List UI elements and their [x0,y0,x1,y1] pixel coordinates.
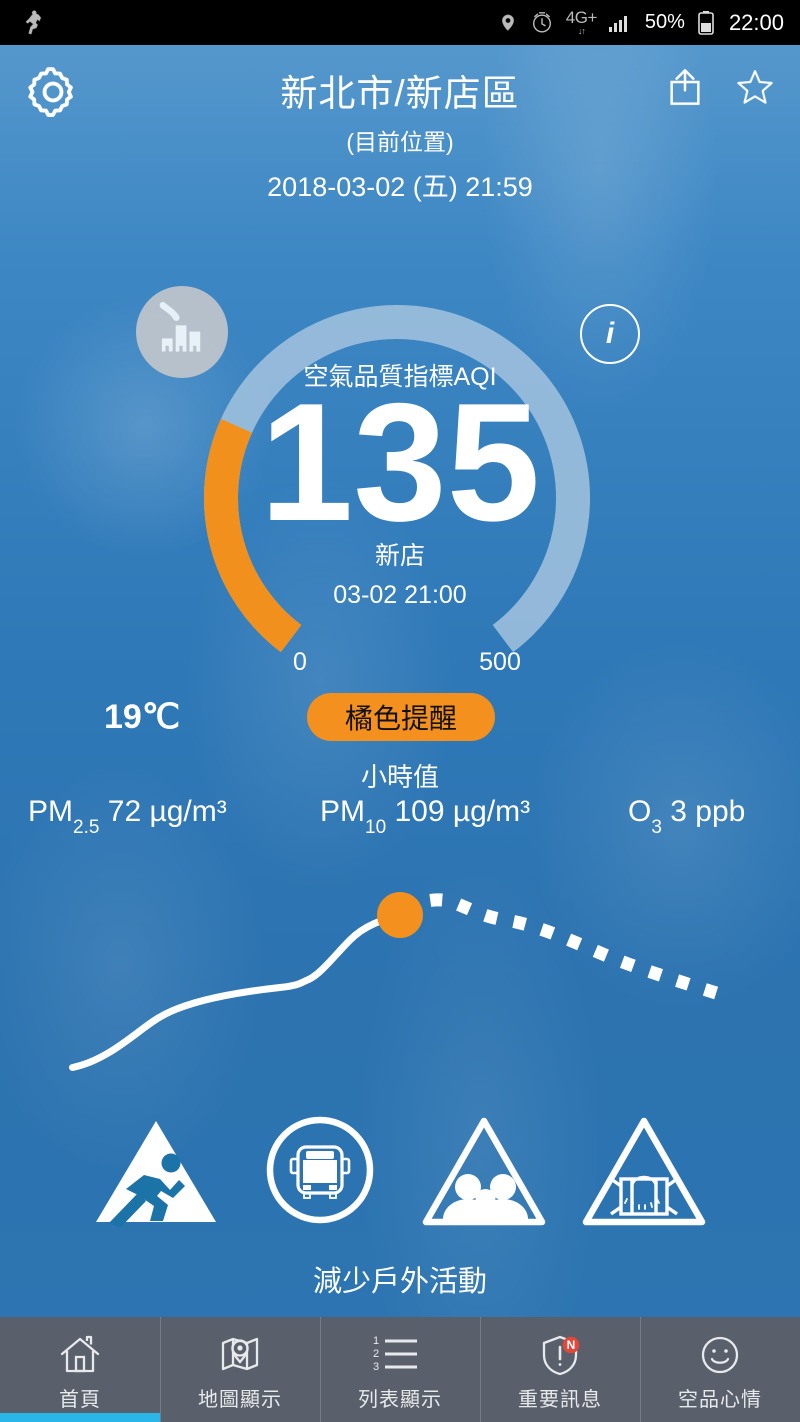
svg-text:1: 1 [373,1335,379,1347]
svg-text:2: 2 [373,1348,379,1360]
svg-text:3: 3 [373,1361,379,1373]
svg-text:N: N [567,1338,576,1352]
